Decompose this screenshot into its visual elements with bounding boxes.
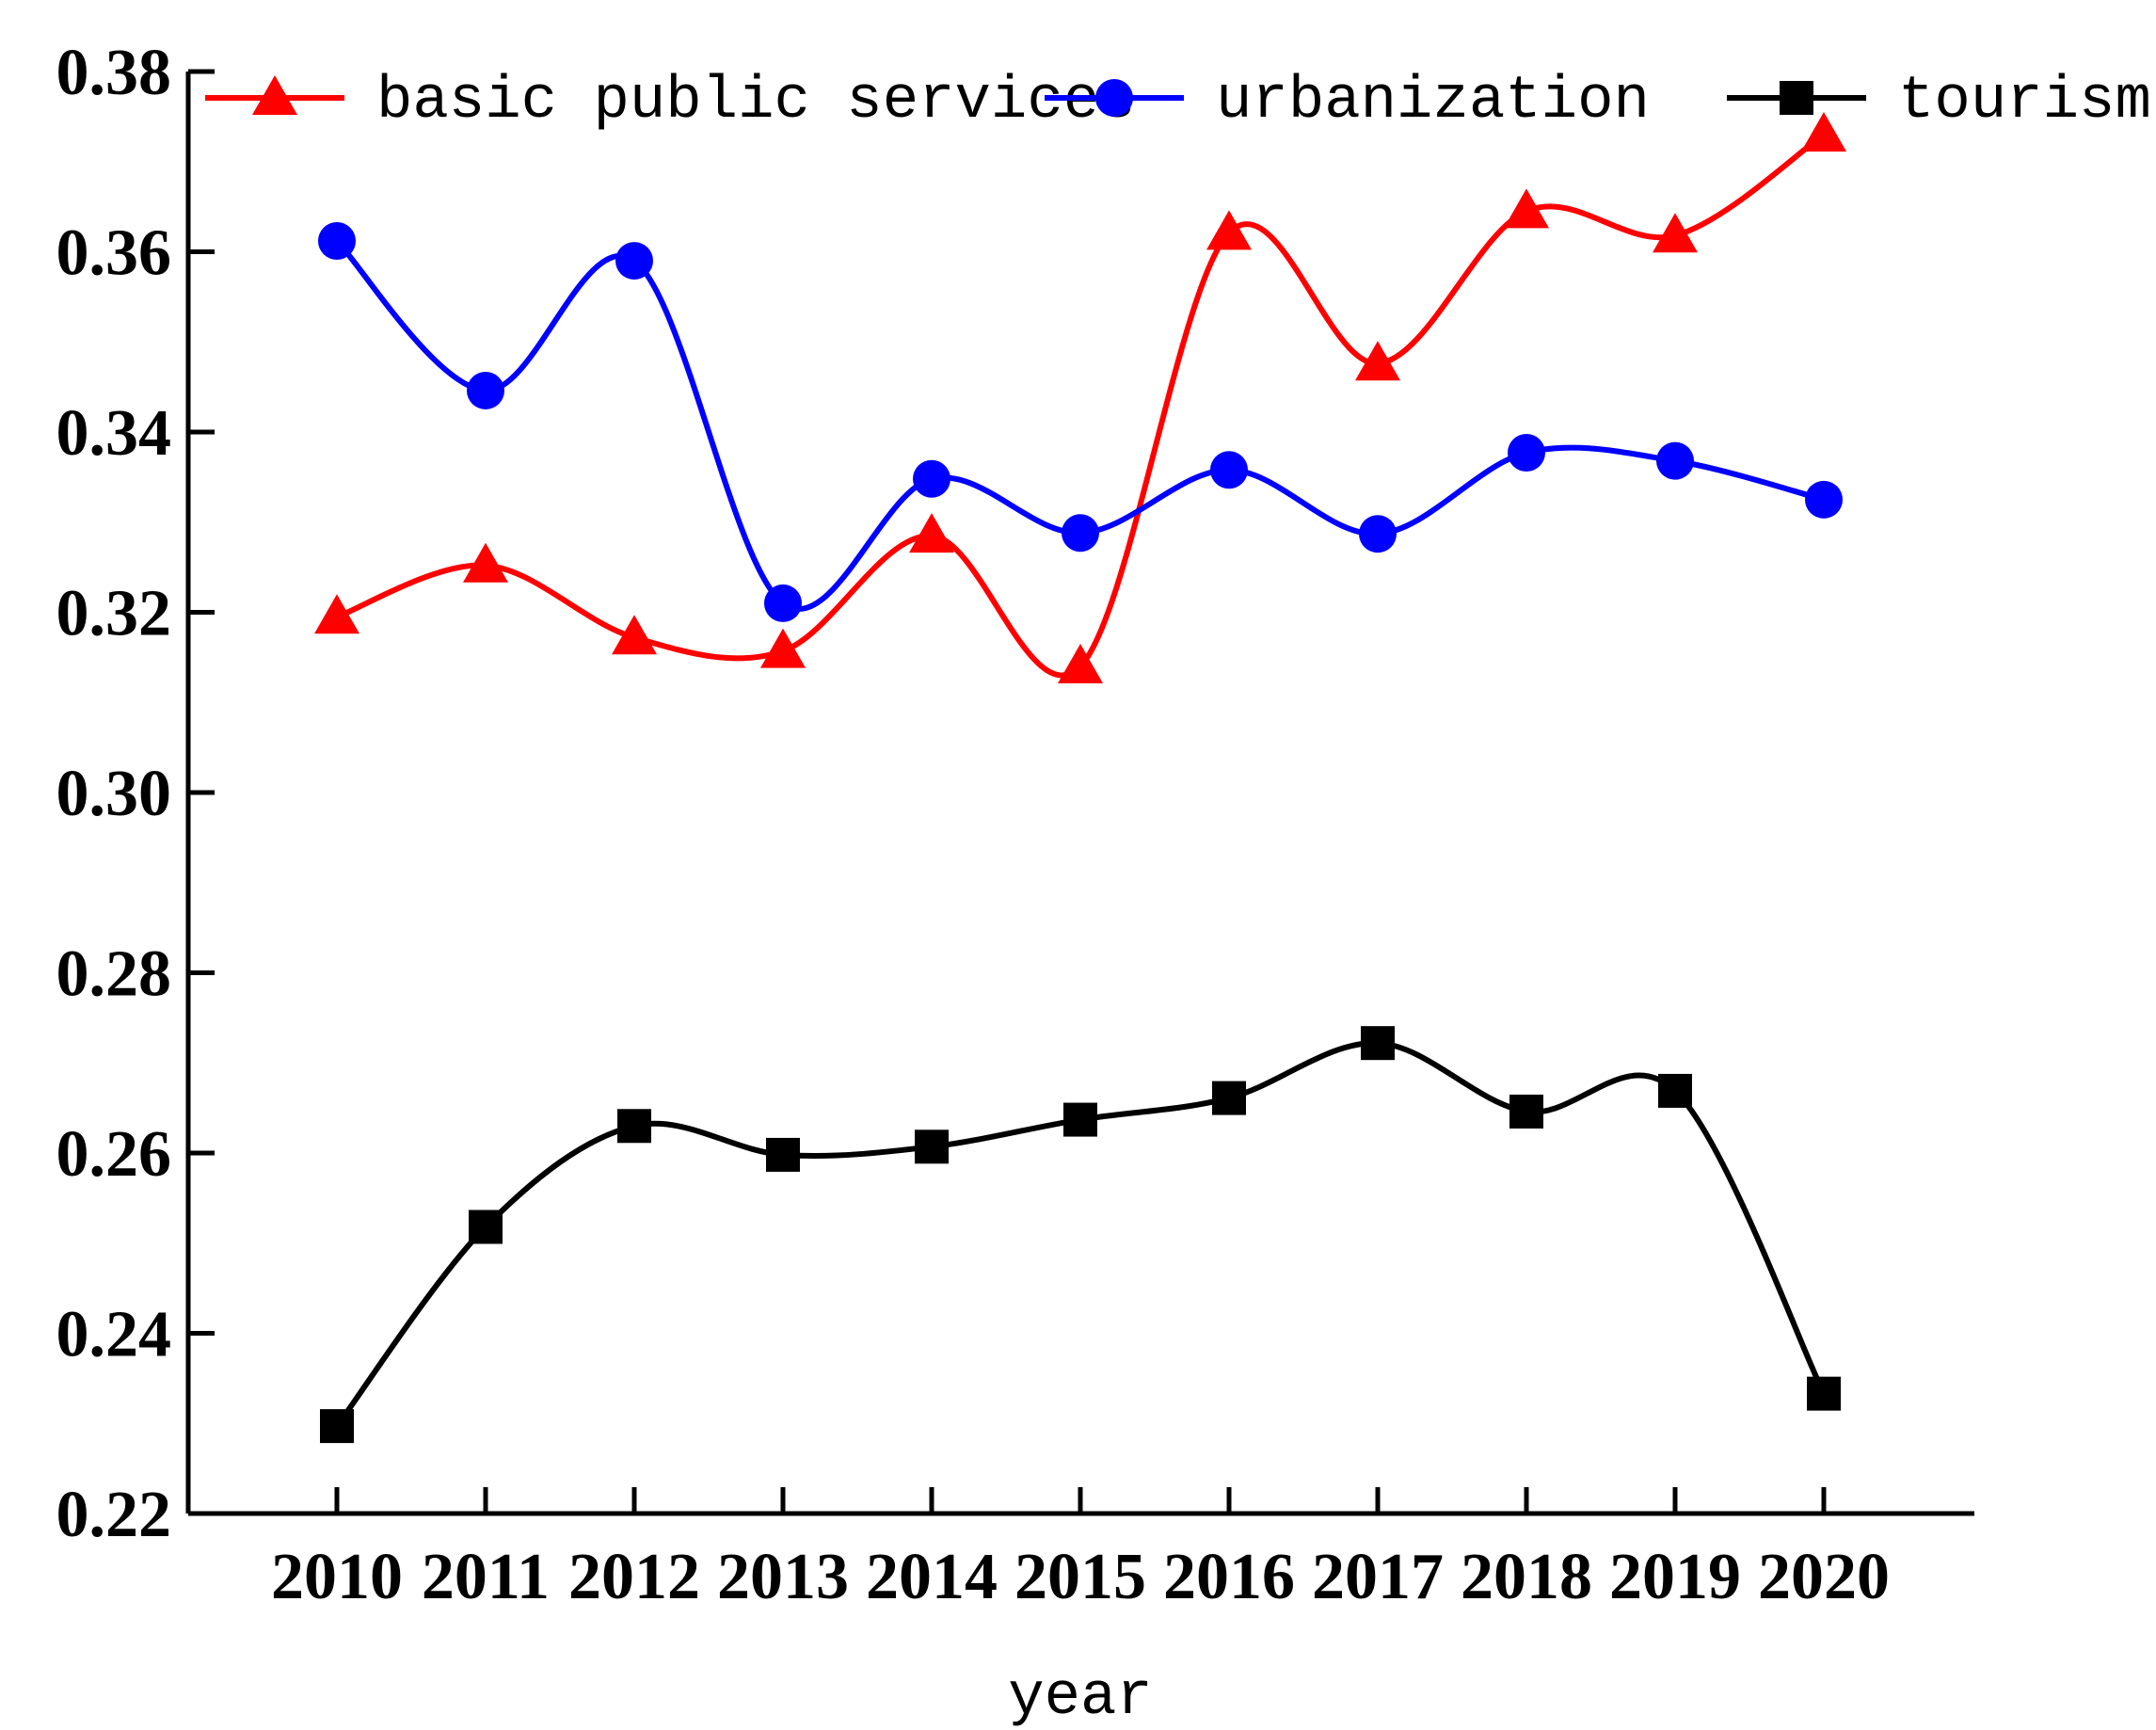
legend-item-basic-public-services: basic public services [205, 68, 1136, 136]
x-tick-label: 2016 [1163, 1541, 1295, 1613]
y-tick-label: 0.30 [56, 758, 172, 830]
legend-marker-tourism [1780, 81, 1813, 115]
point-tourism-2020 [1807, 1376, 1841, 1411]
x-tick-label: 2013 [717, 1541, 849, 1613]
x-tick-label: 2014 [866, 1541, 998, 1613]
point-basic-public-services-2017 [1355, 341, 1400, 381]
line-urbanization [334, 238, 1827, 612]
point-basic-public-services-2015 [1058, 643, 1103, 683]
y-tick-label: 0.32 [56, 578, 172, 650]
x-tick-label: 2011 [422, 1541, 550, 1613]
point-basic-public-services-2019 [1653, 213, 1698, 253]
x-tick-label: 2017 [1312, 1541, 1444, 1613]
axes: 0.22 0.24 0.26 0.28 0.30 0.32 0.34 0.36 0.38 2010… [56, 37, 1974, 1613]
legend-marker-urbanization [1095, 79, 1133, 117]
point-urbanization-2015 [1062, 514, 1099, 553]
point-basic-public-services-2018 [1504, 188, 1549, 229]
point-tourism-2011 [469, 1209, 503, 1244]
point-urbanization-2020 [1805, 480, 1843, 519]
point-tourism-2019 [1658, 1073, 1692, 1108]
legend: basic public services urbanization tourism [205, 68, 2151, 136]
legend-label-tourism: tourism [1898, 68, 2151, 136]
x-tick-label: 2020 [1758, 1541, 1890, 1613]
point-basic-public-services-2011 [463, 542, 508, 583]
point-tourism-2014 [915, 1129, 949, 1164]
point-urbanization-2016 [1210, 451, 1248, 489]
y-tick-label: 0.34 [56, 397, 172, 470]
point-tourism-2017 [1361, 1026, 1395, 1061]
series-urbanization [318, 222, 1843, 622]
legend-item-tourism: tourism [1727, 68, 2151, 136]
point-basic-public-services-2016 [1206, 210, 1252, 250]
x-tick-label: 2015 [1014, 1541, 1146, 1613]
point-basic-public-services-2020 [1801, 112, 1846, 152]
point-tourism-2018 [1509, 1094, 1543, 1129]
point-basic-public-services-2014 [909, 513, 954, 553]
point-urbanization-2017 [1359, 515, 1397, 553]
legend-label-urbanization: urbanization [1216, 68, 1650, 136]
series-basic-public-services [314, 112, 1846, 683]
point-basic-public-services-2012 [612, 615, 657, 655]
point-basic-public-services-2010 [314, 594, 359, 634]
point-urbanization-2014 [913, 459, 950, 498]
point-tourism-2016 [1212, 1081, 1246, 1115]
x-tick-label: 2010 [271, 1541, 403, 1613]
x-tick-label: 2019 [1609, 1541, 1741, 1613]
point-tourism-2012 [617, 1109, 651, 1144]
point-basic-public-services-2013 [760, 628, 806, 668]
point-urbanization-2013 [764, 584, 802, 622]
y-tick-label: 0.28 [56, 938, 172, 1011]
point-urbanization-2011 [467, 371, 504, 409]
legend-label-basic-public-services: basic public services [376, 68, 1136, 136]
series-layer [314, 112, 1846, 1444]
point-urbanization-2012 [615, 242, 653, 280]
point-tourism-2015 [1063, 1102, 1097, 1137]
point-tourism-2010 [320, 1409, 354, 1444]
point-urbanization-2018 [1508, 434, 1545, 473]
y-tick-label: 0.38 [56, 37, 172, 109]
line-tourism [334, 1040, 1827, 1430]
x-tick-label: 2012 [568, 1541, 700, 1613]
line-basic-public-services [334, 132, 1827, 679]
y-tick-label: 0.36 [56, 217, 172, 290]
legend-item-urbanization: urbanization [1045, 68, 1650, 136]
y-tick-label: 0.24 [56, 1299, 172, 1371]
point-urbanization-2019 [1656, 441, 1694, 480]
point-urbanization-2010 [318, 222, 356, 261]
point-tourism-2013 [766, 1137, 800, 1172]
y-tick-label: 0.22 [56, 1479, 172, 1551]
x-tick-label: 2018 [1461, 1541, 1592, 1613]
x-axis-label: year [1008, 1664, 1153, 1730]
series-tourism [320, 1026, 1841, 1444]
y-tick-label: 0.26 [56, 1118, 172, 1191]
legend-marker-basic-public-services [252, 75, 297, 115]
